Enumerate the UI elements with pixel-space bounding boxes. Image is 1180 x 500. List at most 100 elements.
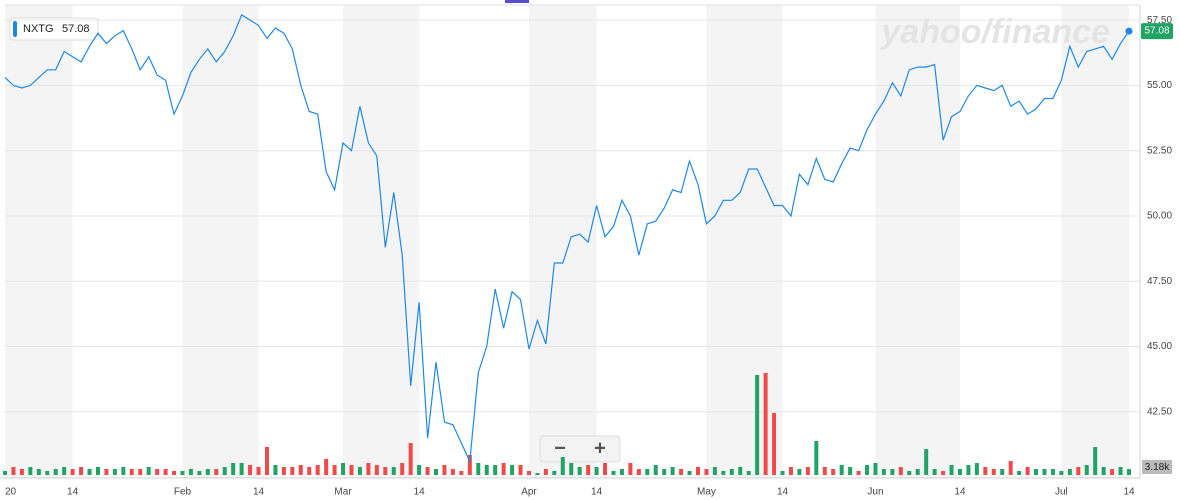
zoom-in[interactable]: + bbox=[594, 437, 606, 459]
x-tick-label: 14 bbox=[253, 487, 265, 498]
month-band bbox=[343, 5, 420, 478]
watermark: yahoo/finance bbox=[879, 13, 1110, 51]
zoom-out[interactable]: − bbox=[554, 437, 566, 459]
volume-bar bbox=[552, 471, 557, 475]
volume-bar bbox=[881, 469, 886, 475]
volume-bar bbox=[594, 467, 599, 475]
volume-bar bbox=[290, 467, 295, 475]
volume-bar bbox=[712, 467, 717, 475]
volume-bar bbox=[966, 465, 971, 475]
volume-bar bbox=[738, 467, 743, 475]
volume-bar bbox=[273, 465, 278, 475]
volume-bar bbox=[341, 463, 346, 475]
volume-bar bbox=[797, 469, 802, 475]
volume-bar bbox=[729, 469, 734, 475]
volume-bar bbox=[3, 471, 7, 475]
x-tick-label: May bbox=[697, 487, 716, 498]
y-tick-label: 57.50 bbox=[1147, 15, 1172, 26]
volume-bar bbox=[1076, 467, 1081, 475]
volume-bar bbox=[366, 463, 371, 475]
volume-bar bbox=[822, 467, 827, 475]
volume-bar bbox=[391, 467, 396, 475]
y-tick-label: 52.50 bbox=[1147, 145, 1172, 156]
volume-bar bbox=[805, 467, 810, 475]
volume-bar bbox=[974, 463, 979, 475]
volume-bar bbox=[1042, 469, 1047, 475]
volume-bar bbox=[36, 469, 41, 475]
volume-bar bbox=[87, 469, 92, 475]
legend-swatch bbox=[13, 21, 17, 37]
volume-bar bbox=[755, 375, 760, 475]
last-point bbox=[1125, 27, 1133, 35]
volume-bar bbox=[780, 471, 785, 475]
volume-bar bbox=[932, 469, 937, 475]
x-tick-label: 14 bbox=[67, 487, 79, 498]
volume-bar bbox=[1067, 469, 1072, 475]
volume-bar bbox=[146, 467, 151, 475]
volume-bar bbox=[484, 465, 489, 475]
volume-bar bbox=[1008, 461, 1013, 475]
volume-bar bbox=[1059, 471, 1064, 475]
volume-bar bbox=[450, 469, 455, 475]
volume-bar bbox=[577, 467, 582, 475]
volume-bar bbox=[104, 469, 109, 475]
price-badge bbox=[1141, 23, 1173, 40]
x-tick-label: 14 bbox=[777, 487, 789, 498]
volume-bar bbox=[155, 469, 160, 475]
volume-bar bbox=[603, 463, 608, 475]
volume-bar bbox=[611, 471, 616, 475]
y-tick-label: 55.00 bbox=[1147, 80, 1172, 91]
volume-bar bbox=[434, 469, 439, 475]
x-tick-label: Feb bbox=[174, 487, 192, 498]
volume-bar bbox=[231, 463, 236, 475]
volume-bar bbox=[687, 471, 692, 475]
volume-bar bbox=[1093, 447, 1098, 475]
volume-bar bbox=[628, 463, 633, 475]
volume-bar bbox=[560, 457, 565, 475]
volume-bar bbox=[188, 469, 193, 475]
legend-symbol: NXTG bbox=[23, 23, 54, 35]
y-tick-label: 50.00 bbox=[1147, 211, 1172, 222]
volume-bar bbox=[53, 469, 58, 475]
volume-bar bbox=[645, 469, 650, 475]
volume-bar bbox=[898, 467, 903, 475]
volume-bar bbox=[28, 467, 33, 475]
volume-bar bbox=[417, 465, 422, 475]
volume-bar bbox=[510, 465, 515, 475]
volume-bar bbox=[746, 471, 751, 475]
x-tick-label: Mar bbox=[334, 487, 352, 498]
volume-bar bbox=[636, 469, 641, 475]
volume-bar bbox=[763, 373, 768, 475]
volume-bar bbox=[19, 469, 24, 475]
x-tick-label: 14 bbox=[414, 487, 426, 498]
top-indicator bbox=[505, 0, 529, 3]
volume-bar bbox=[357, 467, 362, 475]
volume-bar bbox=[679, 469, 684, 475]
volume-bar bbox=[619, 469, 624, 475]
volume-bar bbox=[467, 455, 472, 475]
volume-bar bbox=[307, 467, 312, 475]
legend-box bbox=[9, 17, 99, 41]
volume-bar bbox=[1034, 469, 1039, 475]
volume-bar bbox=[11, 467, 16, 475]
volume-bar bbox=[281, 467, 286, 475]
y-tick-label: 45.00 bbox=[1147, 341, 1172, 352]
volume-bar bbox=[949, 465, 954, 475]
volume-bar bbox=[383, 467, 388, 475]
volume-bar bbox=[425, 467, 430, 475]
volume-bar bbox=[214, 469, 219, 475]
volume-bar bbox=[653, 465, 658, 475]
volume-bar bbox=[121, 467, 126, 475]
volume-bar bbox=[476, 463, 481, 475]
volume-bar bbox=[45, 471, 50, 475]
month-band bbox=[528, 5, 597, 478]
volume-bar bbox=[264, 447, 269, 475]
volume-bar bbox=[856, 471, 861, 475]
volume-bar bbox=[442, 465, 447, 475]
volume-bar bbox=[324, 459, 329, 475]
volume-bar bbox=[957, 469, 962, 475]
volume-bar bbox=[248, 465, 253, 475]
volume-bar bbox=[1101, 467, 1106, 475]
x-tick-label: Apr bbox=[521, 487, 537, 498]
